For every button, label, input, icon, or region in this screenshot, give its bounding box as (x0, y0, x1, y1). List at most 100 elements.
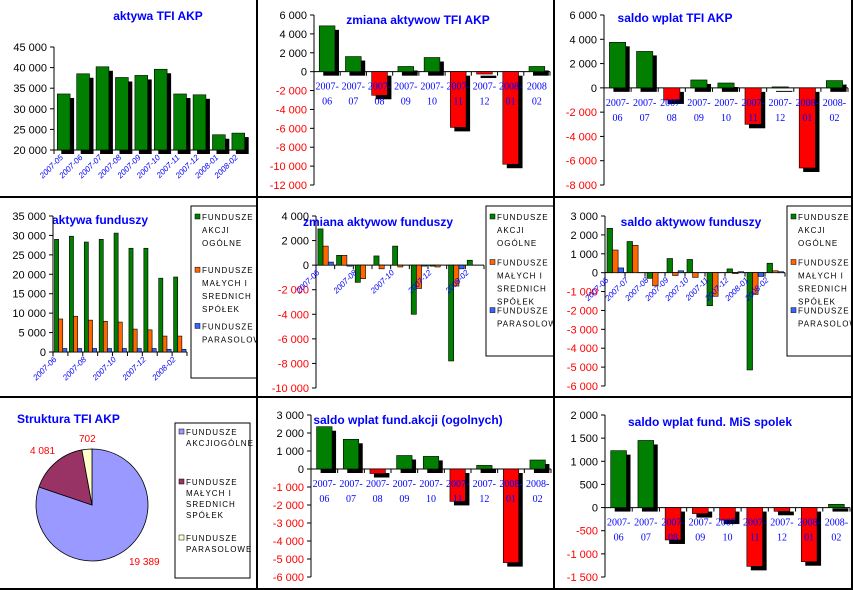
chart-zmiana-tfi: zmiana aktywow TFI AKP -12 000 -10 000 -8 0… (270, 10, 551, 192)
y-tick-label: 1 000 (276, 446, 304, 458)
bar-mis (772, 270, 779, 273)
bar-akcji (83, 241, 89, 353)
legend-label: SPÓŁEK (497, 298, 535, 307)
y-tick-label: 6 000 (569, 10, 597, 22)
panel-saldo-mis: saldo wplat fund. MiS spolek -1 500 -1 000… (555, 398, 853, 590)
x-tick-label: 2007- (687, 98, 710, 109)
bar (692, 507, 709, 514)
bar-akcji (606, 227, 613, 273)
bar-parasolowe (62, 348, 68, 353)
legend-label: SREDNICH (202, 292, 252, 301)
legend-label: FUNDUSZE (186, 534, 238, 543)
bar-akcji (317, 228, 324, 266)
x-tick-label: 09 (401, 97, 411, 108)
legend-swatch (489, 259, 496, 265)
bar (95, 66, 110, 151)
x-tick-label: 02 (831, 533, 841, 544)
bar (192, 94, 207, 151)
x-tick-label: 11 (453, 494, 463, 505)
y-tick-label: 10 000 (12, 308, 46, 320)
bar-mis (322, 245, 329, 266)
x-tick-label: 2007- (714, 98, 737, 109)
bar (800, 507, 818, 563)
y-tick-label: 20 000 (13, 145, 47, 157)
y-tick-label: 0 (591, 83, 597, 95)
divider-v3 (851, 0, 853, 590)
y-tick-label: 0 (592, 268, 598, 280)
legend-swatch (790, 213, 797, 220)
bar (773, 507, 791, 512)
y-tick-label: -10 000 (272, 383, 309, 395)
bar-akcji (726, 268, 733, 273)
y-tick-label: -8 000 (278, 358, 309, 370)
x-tick-label: 09 (399, 494, 409, 505)
bar-akcji (410, 264, 417, 315)
x-tick-label: 2008- (499, 479, 522, 490)
bar (397, 66, 414, 72)
legend-label: OGÓLNE (497, 239, 537, 248)
x-tick-label: 2007- (446, 479, 469, 490)
x-tick-label: 2007- (473, 82, 496, 93)
bar-akcji (746, 272, 753, 371)
bar-akcji (128, 247, 134, 353)
x-tick-label: 2007- (716, 518, 739, 529)
bar (771, 86, 789, 89)
bar (502, 71, 519, 165)
bar-akcji (143, 247, 149, 353)
legend-label: AKCJIOGÓLNE (186, 439, 254, 448)
bar (828, 504, 845, 508)
x-tick-label: 12 (479, 97, 489, 108)
bar-mis (132, 328, 138, 353)
bar-akcji (54, 239, 59, 353)
bar-mis (102, 321, 108, 353)
x-tick-label: 2007- (606, 98, 629, 109)
bar-mis (612, 249, 619, 273)
x-tick-label: 2007- (634, 518, 657, 529)
y-tick-label: 0 (592, 503, 598, 515)
bar-parasolowe (346, 264, 353, 267)
divider-h2 (0, 396, 853, 398)
x-tick-label: 2007-10 (368, 268, 396, 296)
bar-shadow (480, 469, 497, 473)
legend-label: SREDNICH (186, 500, 236, 509)
legend-label: PARASOLOWE (186, 545, 252, 554)
legend-swatch (489, 213, 496, 220)
x-tick-label: 10 (426, 494, 436, 505)
bar (396, 455, 413, 470)
bar-mis (453, 264, 460, 287)
y-tick-label: 15 000 (12, 289, 46, 301)
chart-title: Struktura TFI AKP (17, 412, 120, 426)
x-tick-label: 01 (506, 494, 516, 505)
x-tick-label: 07 (641, 533, 651, 544)
legend-label: AKCJI (202, 226, 230, 235)
legend-label: MAŁYCH I (202, 279, 248, 288)
legend-label: MAŁYCH I (497, 272, 543, 281)
legend-label: MAŁYCH I (186, 489, 232, 498)
y-tick-label: -3 000 (567, 324, 598, 336)
bar (609, 42, 626, 89)
legend-label: PARASOLOWE (202, 335, 268, 344)
legend-swatch (178, 428, 185, 435)
x-tick-label: 2007- (473, 479, 496, 490)
x-tick-label: 08 (668, 533, 678, 544)
legend-swatch (178, 478, 185, 485)
x-tick-label: 2007- (741, 98, 764, 109)
chart-title: zmiana aktywow TFI AKP (346, 13, 490, 27)
bar-akcji (392, 245, 399, 266)
y-tick-label: 2 000 (279, 48, 307, 60)
chart-title: saldo wplat fund.akcji (ogolnych) (313, 413, 502, 427)
bar-parasolowe (151, 348, 157, 353)
pie-slice (35, 448, 149, 562)
y-tick-label: -4 000 (273, 536, 304, 548)
bar (637, 440, 655, 508)
y-tick-label: 2 000 (281, 236, 309, 248)
bar-mis (73, 315, 78, 353)
chart-title: aktywa TFI AKP (113, 9, 203, 23)
divider-h1 (0, 196, 853, 198)
chart-saldo-akcji: saldo wplat fund.akcji (ogolnych) -6 000 -… (273, 410, 552, 584)
chart-zmiana-funduszy: zmiana aktywow funduszy -10 000 -8 000 -6 0… (272, 205, 562, 395)
bar-akcji (69, 235, 74, 353)
x-tick-label: 2007- (393, 479, 416, 490)
y-tick-label: -8 000 (276, 142, 307, 154)
x-tick-label: 2008- (797, 518, 820, 529)
